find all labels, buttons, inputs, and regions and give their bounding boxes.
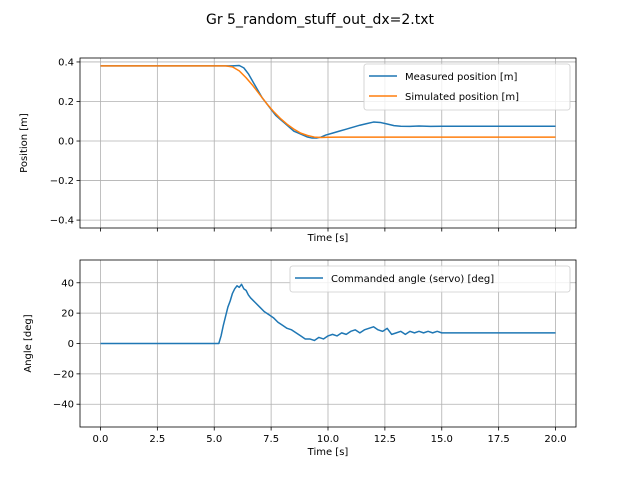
y-tick-label: 0.4 (58, 57, 74, 68)
y-tick-label: −0.4 (50, 216, 74, 227)
y-tick-label: 0.0 (58, 137, 74, 148)
legend-box (289, 265, 571, 293)
y-tick-label: 0 (68, 339, 74, 350)
x-tick-label: 2.5 (149, 434, 165, 445)
y-tick-label: −20 (53, 369, 74, 380)
y-axis-label: Position [m] (19, 113, 30, 173)
x-tick-label: 7.5 (263, 434, 279, 445)
figure-title: Gr 5_random_stuff_out_dx=2.txt (206, 12, 435, 28)
legend-label: Simulated position [m] (405, 92, 519, 103)
x-tick-label: 12.5 (374, 434, 396, 445)
y-axis-label: Angle [deg] (23, 314, 34, 372)
series-line (100, 283, 556, 345)
legend-box (363, 63, 571, 111)
x-tick-label: 5.0 (206, 434, 222, 445)
series-line (100, 65, 556, 139)
y-tick-label: −40 (53, 400, 74, 411)
y-tick-label: 0.2 (58, 97, 74, 108)
x-tick-label: 10.0 (317, 434, 339, 445)
legend-label: Measured position [m] (405, 72, 517, 83)
x-tick-label: 20.0 (544, 434, 566, 445)
x-tick-label: 17.5 (488, 434, 510, 445)
angle-axes: 0.0 2.5 5.0 7.5 10.0 12.5 15.0 17.5 20.0 −40 −20 0 2… (23, 259, 577, 458)
x-axis-label: Time [s] (307, 233, 349, 244)
position-axes: −0.4 −0.2 0.0 0.2 0.4 Time [s] Position [m] Mea… (19, 57, 577, 244)
y-tick-label: 40 (61, 278, 74, 289)
legend-label: Commanded angle (servo) [deg] (331, 274, 494, 285)
x-tick-label: 0.0 (93, 434, 109, 445)
y-tick-label: 20 (61, 309, 74, 320)
y-tick-label: −0.2 (50, 176, 74, 187)
x-tick-label: 15.0 (431, 434, 453, 445)
x-axis-label: Time [s] (307, 447, 349, 458)
